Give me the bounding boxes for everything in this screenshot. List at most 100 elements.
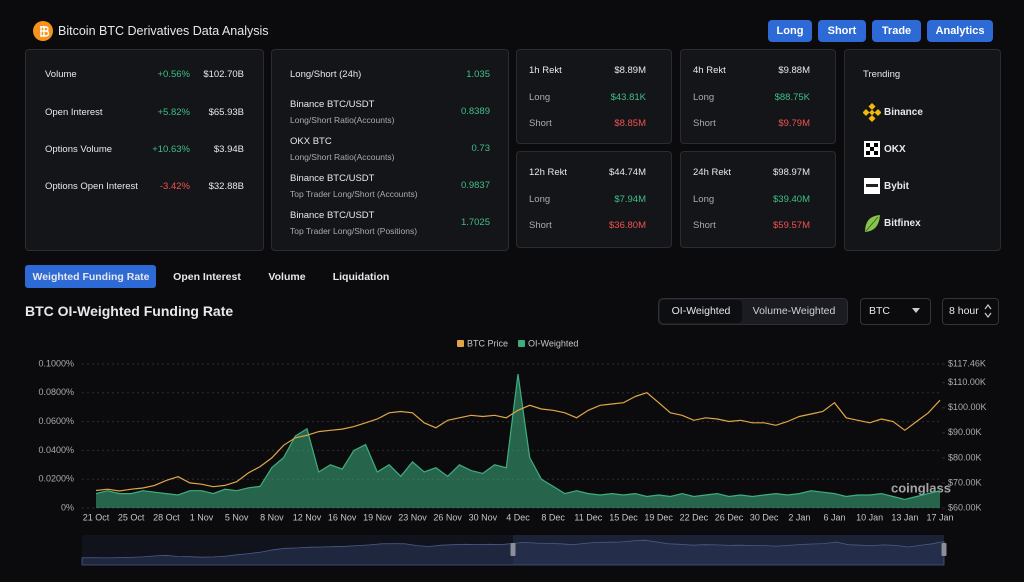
ratio-value: 1.7025 [460,217,490,229]
legend-label: OI-Weighted [528,338,578,348]
rekt-value: $36.80M [609,220,646,232]
x-tick-label: 17 Jan [926,512,953,522]
rekt-card [680,49,836,144]
rekt-label: Long [693,91,715,103]
x-tick-label: 5 Nov [225,512,249,522]
x-tick-label: 21 Oct [83,512,110,522]
x-tick-label: 30 Dec [750,512,779,522]
nav-button[interactable]: Analytics [927,20,993,42]
rekt-value: $59.57M [773,220,810,232]
tab[interactable]: Open Interest [173,270,241,283]
legend-swatch [457,340,464,347]
ratio-exchange: Long/Short (24h) [290,69,362,81]
ratio-metric: Long/Short Ratio(Accounts) [290,151,395,162]
nav-button[interactable]: Short [818,20,866,42]
dropdown-arrow [912,308,920,313]
toggle-option[interactable]: OI-Weighted [671,304,731,317]
tab[interactable]: Volume [268,270,306,283]
nav-button[interactable]: Long [768,20,812,42]
y-tick-label: 0% [61,502,74,512]
y2-tick-label: $80.00K [948,452,982,462]
rekt-label: Short [693,220,716,232]
x-tick-label: 19 Nov [363,512,392,522]
stat-value: $32.88B [208,181,244,193]
tab[interactable]: Weighted Funding Rate [32,270,150,283]
stat-label: Open Interest [45,107,103,119]
stat-value: $3.94B [213,144,244,156]
ratio-metric: Top Trader Long/Short (Positions) [290,225,418,236]
rekt-label: 24h Rekt [693,167,732,179]
x-tick-label: 6 Jan [823,512,845,522]
y-tick-label: 0.0800% [38,387,74,397]
ratio-exchange: Binance BTC/USDT [290,99,375,111]
x-tick-label: 22 Dec [680,512,709,522]
page-title: Bitcoin BTC Derivatives Data Analysis [58,23,269,38]
rekt-value: $43.81K [610,91,646,103]
stepper-arrows [984,304,992,318]
y2-tick-label: $60.00K [948,502,982,512]
toggle-active-bg [660,300,742,323]
x-tick-label: 26 Dec [715,512,744,522]
x-tick-label: 11 Dec [574,512,602,522]
y-tick-label: 0.0400% [38,445,74,455]
trending-title: Trending [863,69,901,81]
stat-value: $65.93B [208,107,244,119]
x-tick-label: 1 Nov [190,512,214,522]
watermark: coinglass [891,480,951,495]
coin-select-box [860,298,931,325]
x-tick-label: 15 Dec [609,512,638,522]
x-tick-label: 25 Oct [118,512,145,522]
interval-select[interactable]: 8 hour [949,304,979,317]
stat-change: -3.42% [159,181,190,193]
x-tick-label: 16 Nov [328,512,357,522]
y2-tick-label: $110.00K [948,377,986,387]
exchange-icons [863,103,881,232]
ratio-metric: Top Trader Long/Short (Accounts) [290,188,418,199]
nav-button[interactable]: Trade [872,20,921,42]
active-tab-bg [25,265,156,288]
stat-change: +10.63% [152,144,190,156]
ratio-exchange: Binance BTC/USDT [290,210,375,222]
x-tick-label: 13 Jan [891,512,918,522]
line [95,392,941,492]
rekt-value: $44.74M [609,167,646,179]
trending-item[interactable]: OKX [884,144,906,155]
chart: 0% 0.0200% 0.0400% 0.0600% 0.0800% 0.1000% $60… [38,338,987,566]
tab[interactable]: Liquidation [332,270,390,283]
y2-tick-label: $90.00K [948,427,982,437]
x-tick-label: 30 Nov [469,512,498,522]
trending-item[interactable]: Bybit [884,181,909,192]
x-tick-label: 26 Nov [433,512,462,522]
x-tick-label: 10 Jan [856,512,883,522]
ratio-exchange: OKX BTC [290,136,332,148]
y2-tick-label: $70.00K [948,477,982,487]
rekt-value: $39.40M [773,193,810,205]
stat-change: +0.56% [157,69,191,81]
rekt-value: $9.79M [778,118,810,130]
rekt-label: 4h Rekt [693,65,726,77]
rekt-card [516,49,672,144]
coin-select[interactable]: BTC [869,304,890,317]
y-tick-label: 0.0600% [38,416,74,426]
toggle-option[interactable]: Volume-Weighted [752,304,836,317]
trending-item[interactable]: Binance [884,107,923,118]
rekt-value: $8.89M [614,65,646,77]
bitcoin-logo [33,21,53,41]
rekt-label: Long [529,91,551,103]
rekt-label: 12h Rekt [529,167,568,179]
ratio-value: 0.9837 [460,180,490,192]
rekt-value: $8.85M [614,118,646,130]
rekt-label: Short [529,118,552,130]
interval-select-box [942,298,999,325]
area [96,374,940,508]
ratio-card [271,49,509,251]
legend-swatch [518,340,526,347]
rekt-label: Long [529,193,551,205]
x-tick-label: 8 Nov [260,512,284,522]
ratio-value: 0.73 [471,143,491,155]
trending-item[interactable]: Bitfinex [884,218,921,229]
navigator-handle [510,543,516,556]
x-tick-label: 12 Nov [293,512,322,522]
ratio-value: 0.8389 [460,106,490,118]
